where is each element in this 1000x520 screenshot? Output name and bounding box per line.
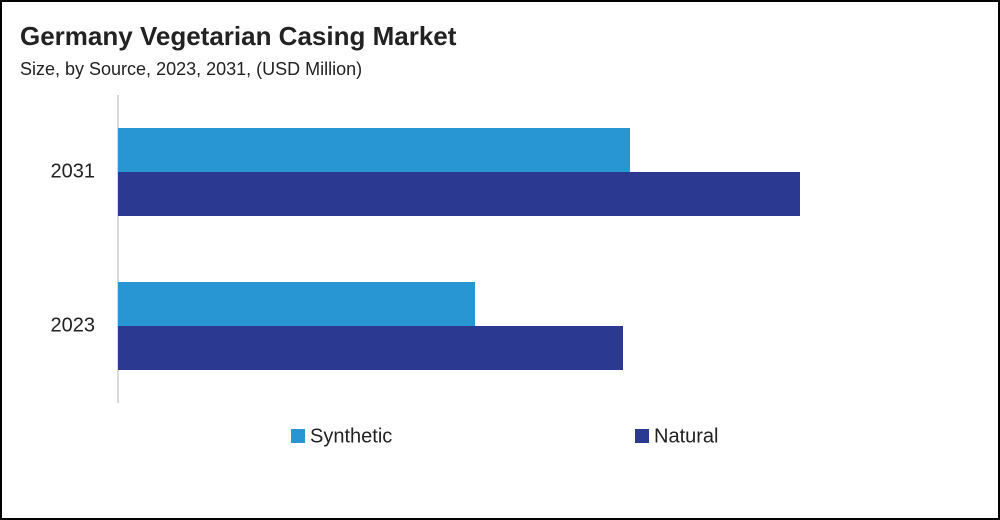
y-tick-label: 2023 (51, 314, 96, 336)
bar (118, 282, 475, 326)
legend-swatch (291, 429, 305, 443)
bar (118, 326, 623, 370)
chart-subtitle: Size, by Source, 2023, 2031, (USD Millio… (20, 59, 362, 79)
y-tick-label: 2031 (51, 160, 96, 182)
chart-title: Germany Vegetarian Casing Market (20, 21, 457, 51)
legend-swatch (635, 429, 649, 443)
bar (118, 172, 800, 216)
legend-label: Synthetic (310, 425, 392, 447)
legend-label: Natural (654, 425, 718, 447)
bar (118, 128, 630, 172)
